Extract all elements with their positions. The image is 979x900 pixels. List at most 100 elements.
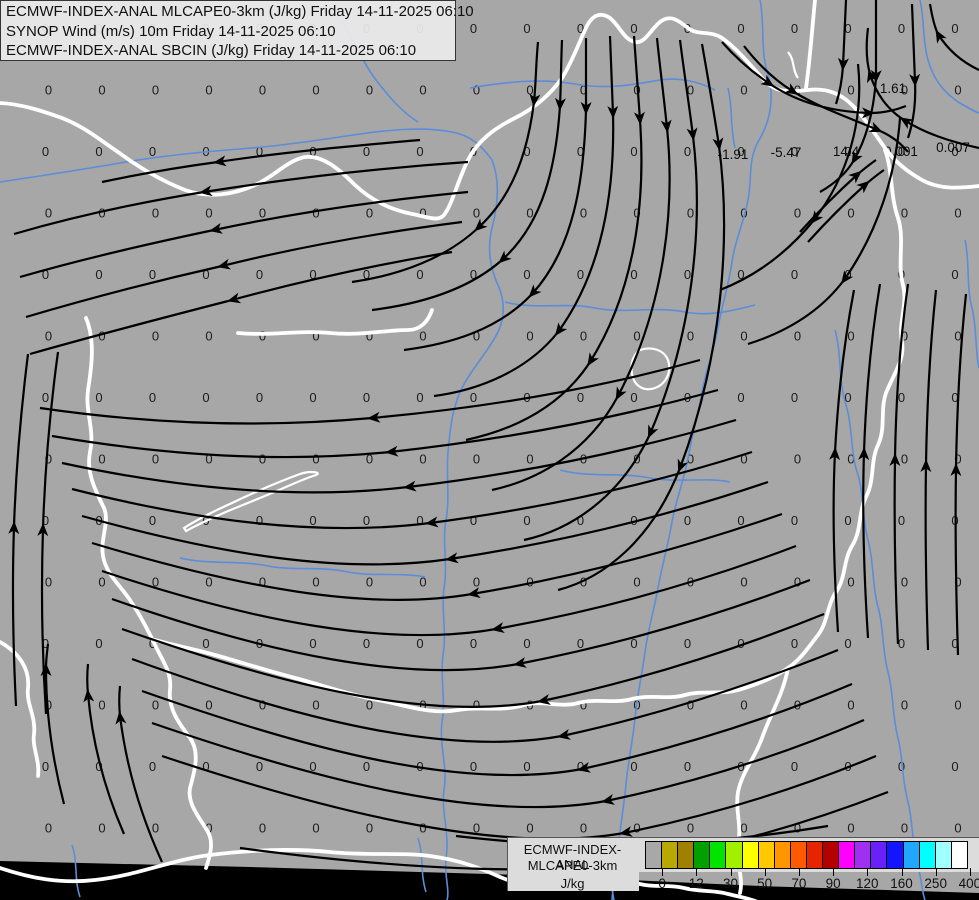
wind-streamline (928, 3, 979, 71)
grid-zero-label: 0 (363, 144, 370, 159)
wind-streamline (91, 512, 783, 601)
legend-swatch (757, 841, 774, 869)
header-line-mlcape: ECMWF-INDEX-ANAL MLCAPE0-3km (J/kg) Frid… (6, 3, 474, 20)
grid-zero-label: 0 (954, 329, 961, 344)
grid-zero-label: 0 (45, 206, 52, 221)
wind-streamline (889, 283, 910, 645)
grid-zero-label: 0 (951, 390, 958, 405)
legend-swatch (902, 841, 919, 869)
grid-zero-label: 0 (684, 513, 691, 528)
grid-zero-label: 0 (416, 513, 423, 528)
legend-tick-label: 50 (757, 876, 773, 891)
wind-streamline (101, 544, 797, 637)
grid-zero-label: 0 (45, 452, 52, 467)
grid-zero-label: 0 (202, 267, 209, 282)
grid-zero-label: 0 (312, 698, 319, 713)
grid-zero-label: 0 (149, 390, 156, 405)
grid-zero-label: 0 (794, 452, 801, 467)
grid-zero-label: 0 (580, 698, 587, 713)
grid-zero-label: 0 (791, 21, 798, 36)
grid-zero-label: 0 (684, 144, 691, 159)
wind-streamline (950, 293, 968, 656)
grid-zero-label: 0 (847, 83, 854, 98)
wind-streamline (161, 754, 877, 840)
grid-zero-label: 0 (419, 329, 426, 344)
grid-zero-label: 0 (205, 452, 212, 467)
river (179, 557, 426, 578)
grid-zero-label: 0 (901, 698, 908, 713)
grid-zero-label: 0 (523, 636, 530, 651)
legend-tick-label: 400 (958, 876, 979, 891)
grid-zero-label: 0 (901, 452, 908, 467)
grid-zero-label: 0 (847, 575, 854, 590)
grid-zero-label: 0 (791, 759, 798, 774)
wind-streamline (151, 718, 865, 809)
grid-zero-label: 0 (419, 575, 426, 590)
grid-zero-label: 0 (473, 452, 480, 467)
wind-streamline (71, 450, 753, 530)
grid-zero-label: 0 (473, 821, 480, 836)
station-value: 1.61 (880, 81, 906, 96)
country-border (84, 316, 213, 870)
legend-unit: J/kg (560, 876, 585, 891)
river (834, 329, 926, 900)
header-line-synop-wind: SYNOP Wind (m/s) 10m Friday 14-11-2025 0… (6, 22, 336, 40)
grid-zero-label: 0 (309, 267, 316, 282)
grid-zero-label: 0 (95, 759, 102, 774)
river (964, 239, 979, 369)
grid-zero-label: 0 (580, 821, 587, 836)
grid-zero-label: 0 (473, 575, 480, 590)
grid-zero-label: 0 (416, 390, 423, 405)
wind-streamline (920, 289, 938, 651)
grid-zero-label: 0 (205, 698, 212, 713)
grid-zero-label: 0 (844, 513, 851, 528)
grid-zero-label: 0 (687, 698, 694, 713)
grid-zero-label: 0 (309, 513, 316, 528)
grid-zero-label: 0 (98, 83, 105, 98)
grid-zero-label: 0 (791, 390, 798, 405)
grid-zero-label: 0 (205, 575, 212, 590)
grid-zero-label: 0 (98, 575, 105, 590)
grid-zero-label: 0 (149, 144, 156, 159)
grid-zero-label: 0 (256, 513, 263, 528)
grid-zero-label: 0 (42, 513, 49, 528)
grid-zero-label: 0 (737, 21, 744, 36)
grid-zero-label: 0 (951, 267, 958, 282)
grid-zero-label: 0 (259, 452, 266, 467)
grid-zero-label: 0 (523, 21, 530, 36)
legend-swatch (838, 841, 855, 869)
legend-swatch (822, 841, 839, 869)
grid-zero-label: 0 (954, 821, 961, 836)
grid-zero-label: 0 (259, 329, 266, 344)
wind-streamline (829, 289, 856, 633)
grid-zero-label: 0 (149, 759, 156, 774)
grid-zero-label: 0 (577, 513, 584, 528)
station-value: -1.91 (718, 147, 749, 162)
grid-zero-label: 0 (98, 452, 105, 467)
grid-zero-label: 0 (684, 636, 691, 651)
legend-tick-label: 12 (688, 876, 704, 891)
grid-zero-label: 0 (205, 83, 212, 98)
wind-streamline (37, 351, 60, 715)
grid-zero-label: 0 (954, 575, 961, 590)
grid-zero-label: 0 (951, 759, 958, 774)
grid-zero-label: 0 (740, 821, 747, 836)
river (469, 78, 716, 91)
country-border (236, 308, 434, 336)
wind-streamline (29, 250, 453, 356)
grid-zero-label: 0 (205, 329, 212, 344)
legend-tick-label: 90 (825, 876, 841, 891)
grid-zero-label: 0 (847, 206, 854, 221)
grid-zero-label: 0 (630, 144, 637, 159)
grid-zero-label: 0 (580, 206, 587, 221)
header-line-sbcin: ECMWF-INDEX-ANAL SBCIN (J/kg) Friday 14-… (6, 42, 417, 59)
grid-zero-label: 0 (256, 144, 263, 159)
grid-zero-label: 0 (630, 636, 637, 651)
legend-swatches (645, 841, 968, 869)
grid-zero-label: 0 (791, 636, 798, 651)
grid-zero-label: 0 (844, 390, 851, 405)
grid-zero-label: 0 (898, 759, 905, 774)
country-border (0, 847, 758, 900)
grid-zero-label: 0 (737, 390, 744, 405)
legend-tick-mark (833, 868, 835, 876)
